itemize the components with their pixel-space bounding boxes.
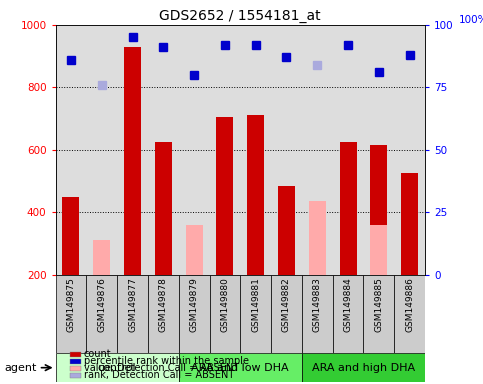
Bar (56, 275, 86, 353)
Bar (333, 275, 364, 353)
Text: GSM149878: GSM149878 (159, 277, 168, 332)
Bar (340, 142, 356, 275)
Text: GSM149881: GSM149881 (251, 277, 260, 332)
Text: GSM149886: GSM149886 (405, 277, 414, 332)
Bar (370, 145, 387, 275)
Text: percentile rank within the sample: percentile rank within the sample (84, 356, 249, 366)
Bar (93, 240, 110, 275)
Bar (302, 353, 425, 382)
Text: count: count (84, 349, 111, 359)
Text: GSM149883: GSM149883 (313, 277, 322, 332)
Bar (216, 117, 233, 275)
Bar (86, 275, 117, 353)
Bar (210, 275, 240, 353)
Bar (401, 173, 418, 275)
Bar (155, 142, 172, 275)
Y-axis label: 100%: 100% (458, 15, 483, 25)
Bar (364, 275, 394, 353)
Text: GSM149876: GSM149876 (97, 277, 106, 332)
Text: GSM149885: GSM149885 (374, 277, 384, 332)
Text: GSM149880: GSM149880 (220, 277, 229, 332)
Bar (394, 275, 425, 353)
Bar (247, 116, 264, 275)
Text: GSM149882: GSM149882 (282, 277, 291, 332)
Text: GSM149879: GSM149879 (190, 277, 199, 332)
Text: value, Detection Call = ABSENT: value, Detection Call = ABSENT (84, 363, 239, 373)
Bar (302, 275, 333, 353)
Text: control: control (98, 362, 136, 373)
Bar (278, 185, 295, 275)
Bar (56, 353, 179, 382)
Bar (271, 275, 302, 353)
Text: GSM149877: GSM149877 (128, 277, 137, 332)
Bar (179, 353, 302, 382)
Bar (179, 275, 210, 353)
Bar (148, 275, 179, 353)
Text: agent: agent (5, 362, 37, 373)
Bar (309, 201, 326, 275)
Bar (124, 47, 141, 275)
Text: ARA and low DHA: ARA and low DHA (191, 362, 289, 373)
Bar (370, 225, 387, 275)
Text: ARA and high DHA: ARA and high DHA (312, 362, 415, 373)
Bar (62, 197, 79, 275)
Text: GSM149884: GSM149884 (343, 277, 353, 332)
Text: GSM149875: GSM149875 (67, 277, 75, 332)
Text: rank, Detection Call = ABSENT: rank, Detection Call = ABSENT (84, 370, 234, 380)
Bar (117, 275, 148, 353)
Title: GDS2652 / 1554181_at: GDS2652 / 1554181_at (159, 8, 321, 23)
Bar (240, 275, 271, 353)
Bar (185, 225, 202, 275)
